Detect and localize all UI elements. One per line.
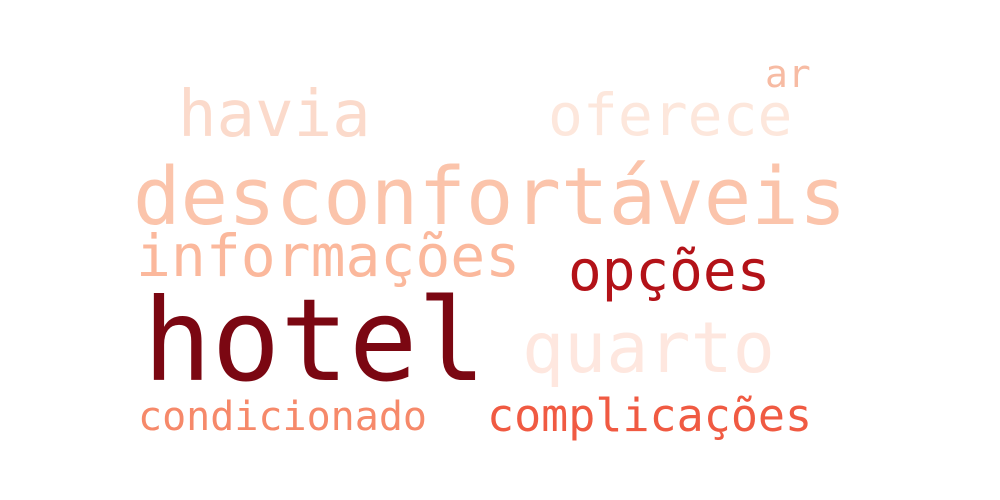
word-hotel: hotel: [143, 274, 487, 407]
word-oferece: oferece: [548, 81, 793, 149]
word-ar: ar: [765, 52, 811, 96]
word-condicionado: condicionado: [138, 394, 427, 440]
word-informacoes: informações: [136, 222, 521, 290]
word-complicacoes: complicações: [487, 389, 813, 442]
word-havia: havia: [178, 78, 371, 152]
word-desconfortaveis: desconfortáveis: [133, 151, 847, 243]
word-opcoes: opções: [568, 239, 771, 304]
word-quarto: quarto: [522, 307, 775, 389]
